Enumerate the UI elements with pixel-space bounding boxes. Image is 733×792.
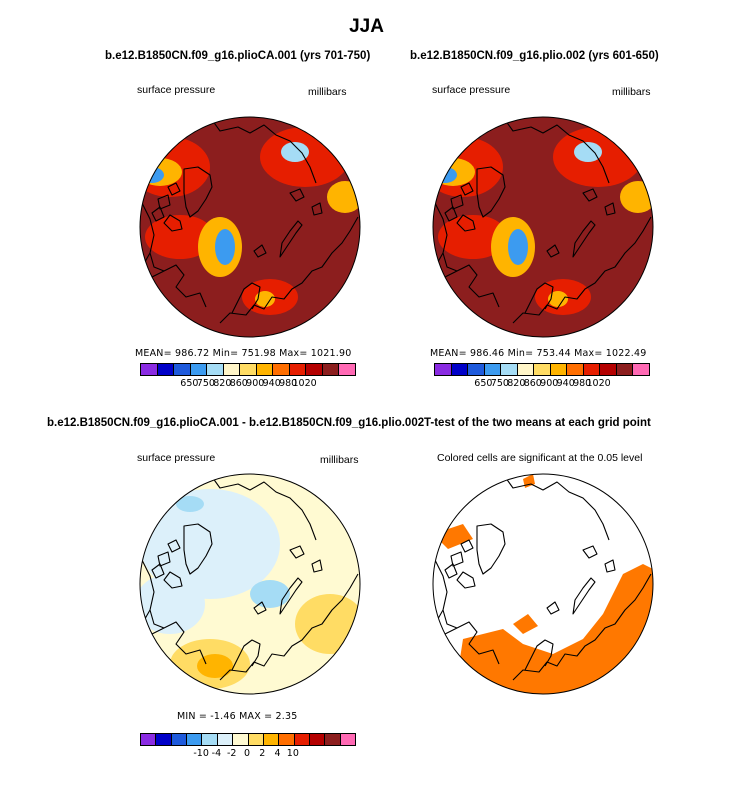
colorbar-swatch	[187, 734, 203, 745]
colorbar-swatch	[294, 734, 310, 745]
colorbar-tick-label: 1020	[586, 378, 611, 389]
colorbar-tick-label: 4	[274, 748, 281, 759]
colorbar-swatch	[171, 734, 188, 745]
stats-top-right: MEAN= 986.46 Min= 753.44 Max= 1022.49	[430, 348, 647, 359]
colorbar-tick-label: 0	[243, 748, 251, 759]
colorbar-swatch	[202, 734, 218, 745]
colorbar-tick-label: 860	[523, 378, 542, 389]
colorbar-tick-label: 900	[540, 378, 559, 389]
colorbar-tick-label: -4	[211, 748, 222, 759]
units-label-bottom-left: millibars	[320, 454, 359, 466]
colorbar-tick-label: 750	[490, 378, 509, 389]
colorbar-swatch	[174, 364, 191, 375]
colorbar-bottom-left	[140, 733, 356, 746]
colorbar-top-left	[140, 363, 356, 376]
colorbar-tick-label: 940	[556, 378, 575, 389]
figure-title: JJA	[349, 16, 384, 37]
stats-top-left: MEAN= 986.72 Min= 751.98 Max= 1021.90	[135, 348, 352, 359]
colorbar-tick-label: 940	[262, 378, 281, 389]
colorbar-tick-label: 820	[213, 378, 232, 389]
colorbar-swatch	[633, 364, 649, 375]
colorbar-tick-label: -10	[193, 748, 209, 759]
colorbar-swatch	[207, 364, 224, 375]
colorbar-swatch	[157, 364, 175, 375]
colorbar-ticks-top-left: 650 750 820 860 900 940 980 1020	[140, 378, 354, 390]
colorbar-swatch	[141, 364, 158, 375]
colorbar-swatch	[273, 364, 290, 375]
colorbar-swatch	[279, 734, 295, 745]
panel-title-bottom-right: T-test of the two means at each grid poi…	[424, 417, 651, 429]
colorbar-swatch	[240, 364, 257, 375]
colorbar-swatch	[484, 364, 502, 375]
map-top-right	[432, 116, 654, 338]
colorbar-tick-label: 820	[507, 378, 526, 389]
colorbar-swatch	[435, 364, 452, 375]
colorbar-tick-label: 650	[180, 378, 199, 389]
colorbar-swatch	[517, 364, 535, 375]
colorbar-tick-label: 900	[246, 378, 265, 389]
colorbar-swatch	[600, 364, 617, 375]
colorbar-tick-label: 980	[279, 378, 298, 389]
units-label-top-right: millibars	[612, 86, 651, 98]
colorbar-swatch	[309, 734, 326, 745]
colorbar-swatch	[256, 364, 274, 375]
colorbar-swatch	[339, 364, 355, 375]
colorbar-tick-label: 1020	[292, 378, 317, 389]
colorbar-tick-label: 2	[259, 748, 266, 759]
colorbar-swatch	[322, 364, 340, 375]
map-bottom-left	[139, 473, 361, 695]
colorbar-swatch	[141, 734, 157, 745]
colorbar-swatch	[468, 364, 485, 375]
colorbar-tick-label: 750	[196, 378, 215, 389]
units-label-top-left: millibars	[308, 86, 347, 98]
colorbar-tick-label: 860	[229, 378, 248, 389]
panel-title-top-left: b.e12.B1850CN.f09_g16.plioCA.001 (yrs 70…	[105, 50, 371, 62]
colorbar-swatch	[567, 364, 584, 375]
colorbar-tick-label: -2	[226, 748, 237, 759]
colorbar-swatch	[248, 734, 264, 745]
variable-label-top-left: surface pressure	[137, 84, 216, 96]
colorbar-swatch	[550, 364, 568, 375]
colorbar-swatch	[289, 364, 307, 375]
colorbar-swatch	[306, 364, 323, 375]
significance-note: Colored cells are significant at the 0.0…	[437, 452, 643, 464]
panel-title-bottom-left: b.e12.B1850CN.f09_g16.plioCA.001 - b.e12…	[47, 417, 425, 429]
map-bottom-right	[432, 473, 654, 695]
colorbar-swatch	[583, 364, 601, 375]
colorbar-tick-label: 650	[474, 378, 493, 389]
colorbar-swatch	[223, 364, 241, 375]
colorbar-swatch	[190, 364, 208, 375]
colorbar-swatch	[217, 734, 234, 745]
colorbar-tick-label: 10	[286, 748, 299, 759]
colorbar-swatch	[616, 364, 634, 375]
stats-bottom-left: MIN = -1.46 MAX = 2.35	[177, 711, 298, 722]
colorbar-swatch	[233, 734, 249, 745]
variable-label-bottom-left: surface pressure	[137, 452, 216, 464]
colorbar-swatch	[325, 734, 341, 745]
colorbar-ticks-top-right: 650 750 820 860 900 940 980 1020	[434, 378, 648, 390]
colorbar-tick-label: 980	[573, 378, 592, 389]
colorbar-ticks-bottom-left: -10 -4 -2 0 2 4 10	[140, 748, 354, 760]
map-top-left	[139, 116, 361, 338]
colorbar-top-right	[434, 363, 650, 376]
variable-label-top-right: surface pressure	[432, 84, 511, 96]
colorbar-swatch	[340, 734, 356, 745]
colorbar-swatch	[534, 364, 551, 375]
colorbar-swatch	[156, 734, 172, 745]
panel-title-top-right: b.e12.B1850CN.f09_g16.plio.002 (yrs 601-…	[410, 50, 659, 62]
colorbar-swatch	[501, 364, 518, 375]
colorbar-swatch	[451, 364, 469, 375]
colorbar-swatch	[263, 734, 280, 745]
